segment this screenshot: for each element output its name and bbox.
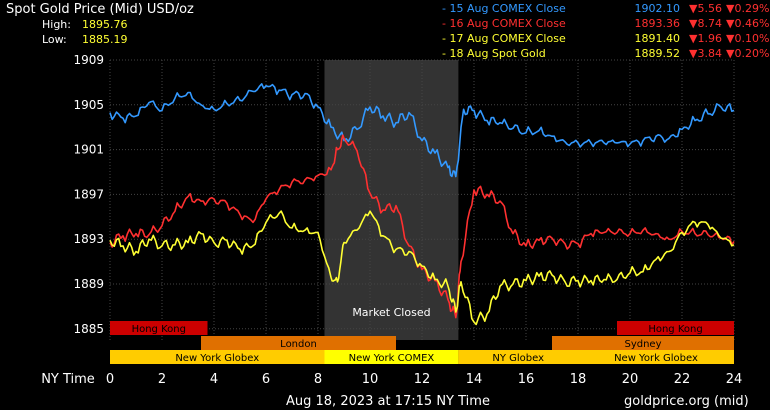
y-tick-label: 1897	[73, 187, 104, 201]
y-tick-label: 1901	[73, 143, 104, 157]
legend-series-name: - 16 Aug COMEX Close	[442, 17, 566, 30]
session-ny-globex	[458, 350, 578, 364]
x-tick-label: 14	[466, 372, 483, 387]
low-label: Low:	[42, 33, 67, 46]
session-sydney-label: Sydney	[624, 339, 661, 350]
x-tick-label: 24	[726, 372, 743, 387]
x-tick-label: 0	[106, 372, 114, 387]
x-tick-label: 22	[674, 372, 691, 387]
session-ny-globex	[110, 350, 325, 364]
legend-percent: ▼0.10%	[726, 32, 770, 45]
high-value: 1895.76	[82, 18, 128, 31]
legend-series-name: - 17 Aug COMEX Close	[442, 32, 566, 45]
x-tick-label: 4	[210, 372, 218, 387]
legend-item: - 18 Aug Spot Gold 1889.52 ▼3.84 ▼0.20%	[442, 47, 770, 60]
session-ny-globex-label: New York Globex	[614, 353, 698, 364]
x-tick-label: 18	[570, 372, 587, 387]
legend-price: 1902.10	[634, 2, 681, 15]
legend-price: 1889.52	[634, 47, 681, 60]
y-tick-label: 1885	[73, 322, 104, 336]
legend-percent: ▼0.20%	[726, 47, 770, 60]
session-hong-kong	[110, 321, 208, 335]
legend-series-name: - 18 Aug Spot Gold	[442, 47, 546, 60]
x-axis-label: NY Time	[41, 372, 95, 387]
legend-percent: ▼0.29%	[726, 2, 770, 15]
session-ny-comex-label: New York COMEX	[349, 353, 435, 364]
session-sydney	[552, 336, 734, 350]
series-line	[109, 210, 735, 326]
session-hong-kong	[617, 321, 734, 335]
footer-source[interactable]: goldprice.org (mid)	[624, 394, 749, 409]
footer-timestamp: Aug 18, 2023 at 17:15 NY Time	[286, 394, 490, 409]
x-tick-label: 2	[158, 372, 166, 387]
x-tick-label: 16	[518, 372, 535, 387]
y-tick-label: 1905	[73, 98, 104, 112]
legend-item: - 15 Aug COMEX Close 1902.10 ▼5.56 ▼0.29%	[442, 2, 770, 15]
y-tick-label: 1893	[73, 232, 104, 246]
legend-change: ▼5.56	[689, 2, 722, 15]
session-hong-kong-label: Hong Kong	[132, 324, 186, 335]
x-tick-label: 8	[314, 372, 322, 387]
y-tick-label: 1889	[73, 277, 104, 291]
legend-percent: ▼0.46%	[726, 17, 770, 30]
x-tick-label: 20	[622, 372, 639, 387]
x-tick-label: 10	[362, 372, 379, 387]
legend-price: 1893.36	[634, 17, 681, 30]
series-line	[109, 83, 735, 178]
legend-price: 1891.40	[634, 32, 681, 45]
session-ny-comex	[324, 350, 459, 364]
session-ny-globex-label: New York Globex	[175, 353, 259, 364]
legend-item: - 16 Aug COMEX Close 1893.36 ▼8.74 ▼0.46%	[442, 17, 770, 30]
legend-item: - 17 Aug COMEX Close 1891.40 ▼1.96 ▼0.10%	[442, 32, 770, 45]
x-tick-label: 12	[414, 372, 431, 387]
legend-series-name: - 15 Aug COMEX Close	[442, 2, 566, 15]
session-ny-globex	[578, 350, 734, 364]
market-closed-label: Market Closed	[352, 306, 430, 319]
x-tick-label: 6	[262, 372, 270, 387]
session-hong-kong-label: Hong Kong	[648, 324, 702, 335]
high-label: High:	[42, 18, 71, 31]
chart-title: Spot Gold Price (Mid) USD/oz	[6, 2, 194, 17]
low-value: 1885.19	[82, 33, 128, 46]
session-london	[201, 336, 396, 350]
market-closed-region	[324, 60, 459, 340]
legend-change: ▼3.84	[689, 47, 722, 60]
y-tick-label: 1909	[73, 53, 104, 67]
legend-change: ▼1.96	[689, 32, 722, 45]
session-london-label: London	[280, 339, 317, 350]
session-ny-globex-label: NY Globex	[492, 353, 544, 364]
legend-change: ▼8.74	[689, 17, 722, 30]
series-line	[109, 134, 735, 319]
